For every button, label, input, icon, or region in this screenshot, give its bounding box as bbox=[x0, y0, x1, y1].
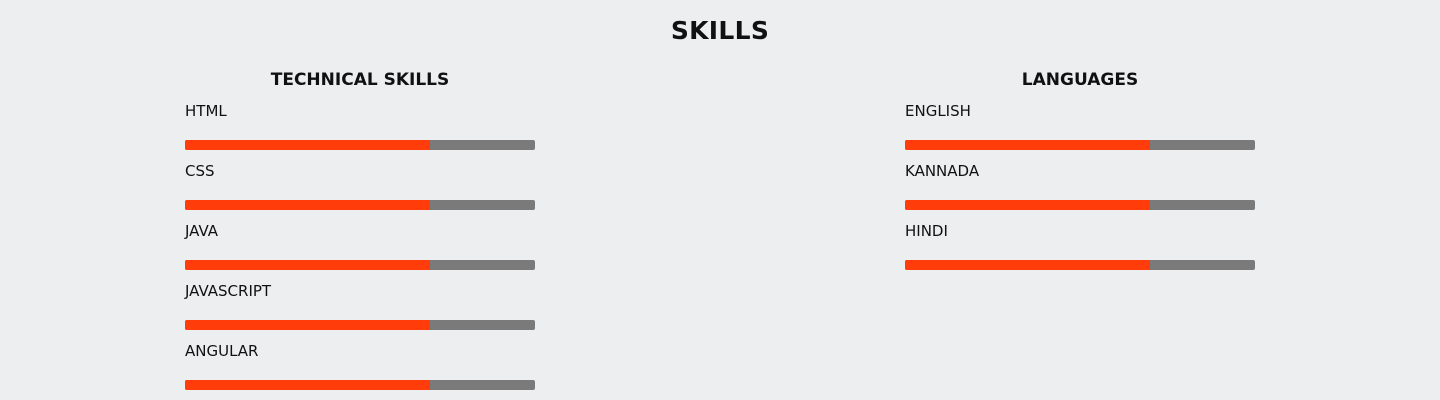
skill-row: ANGULAR bbox=[185, 334, 535, 394]
technical-skills-column: TECHNICAL SKILLS HTML CSS JAVA JAVASCRIPT AN… bbox=[185, 66, 535, 394]
skill-progress-fill bbox=[905, 260, 1150, 270]
skill-name: KANNADA bbox=[905, 162, 980, 180]
skill-progress-bar bbox=[905, 260, 1255, 270]
skill-row: ENGLISH bbox=[905, 94, 1255, 154]
skill-progress-bar bbox=[905, 200, 1255, 210]
skill-progress-fill bbox=[905, 140, 1150, 150]
skill-name: HINDI bbox=[905, 222, 948, 240]
skill-row: CSS bbox=[185, 154, 535, 214]
skill-progress-fill bbox=[185, 320, 430, 330]
skill-progress-bar bbox=[185, 200, 535, 210]
technical-skills-list: HTML CSS JAVA JAVASCRIPT ANGULAR bbox=[185, 94, 535, 394]
skill-progress-bar bbox=[905, 140, 1255, 150]
technical-skills-title: TECHNICAL SKILLS bbox=[270, 70, 450, 90]
skill-name: ENGLISH bbox=[905, 102, 971, 120]
skill-row: JAVASCRIPT bbox=[185, 274, 535, 334]
section-title: SKILLS bbox=[670, 16, 770, 45]
skill-row: HTML bbox=[185, 94, 535, 154]
skill-progress-fill bbox=[185, 380, 430, 390]
skill-progress-fill bbox=[185, 260, 430, 270]
languages-column: LANGUAGES ENGLISH KANNADA HINDI bbox=[905, 66, 1255, 274]
languages-title: LANGUAGES bbox=[1021, 70, 1139, 90]
skill-progress-bar bbox=[185, 260, 535, 270]
languages-list: ENGLISH KANNADA HINDI bbox=[905, 94, 1255, 274]
skill-name: CSS bbox=[185, 162, 215, 180]
skill-name: JAVASCRIPT bbox=[185, 282, 272, 300]
skill-name: JAVA bbox=[185, 222, 219, 240]
skill-progress-fill bbox=[905, 200, 1150, 210]
skill-progress-bar bbox=[185, 140, 535, 150]
skill-name: ANGULAR bbox=[185, 342, 259, 360]
skill-progress-bar bbox=[185, 320, 535, 330]
skill-progress-bar bbox=[185, 380, 535, 390]
skill-row: JAVA bbox=[185, 214, 535, 274]
skill-progress-fill bbox=[185, 200, 430, 210]
skill-progress-fill bbox=[185, 140, 430, 150]
skill-row: HINDI bbox=[905, 214, 1255, 274]
skill-name: HTML bbox=[185, 102, 227, 120]
skill-row: KANNADA bbox=[905, 154, 1255, 214]
